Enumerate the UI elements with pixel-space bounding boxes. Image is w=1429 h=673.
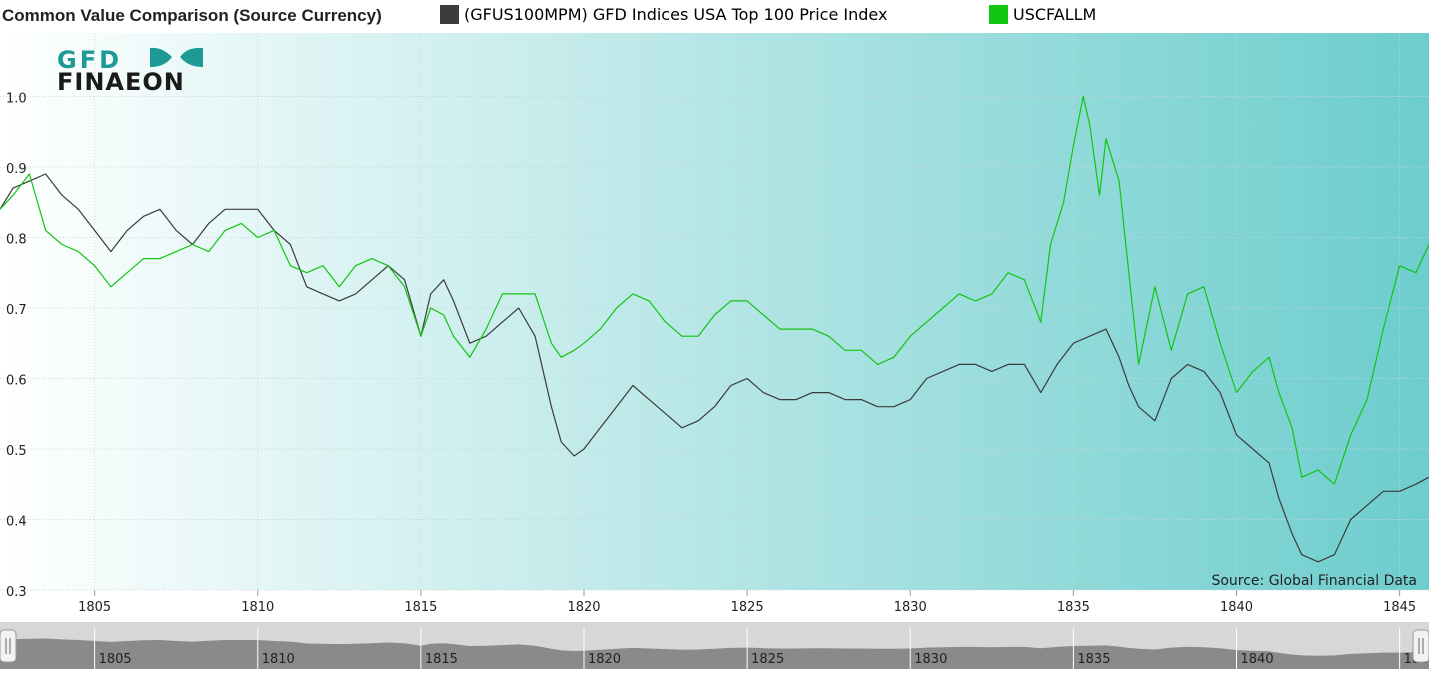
navigator-tick-label: 1805 [99,652,132,667]
legend-label-uscfallm: USCFALLM [1013,5,1097,24]
x-tick-label: 1820 [567,600,600,615]
logo-leaf-icon [150,47,172,67]
y-tick-label: 0.9 [6,162,27,177]
legend-item-gfus100mpm[interactable]: (GFUS100MPM) GFD Indices USA Top 100 Pri… [440,5,887,24]
navigator-tick-label: 1840 [1241,652,1274,667]
legend-item-uscfallm[interactable]: USCFALLM [989,5,1096,24]
x-tick-label: 1815 [404,600,437,615]
x-tick-label: 1810 [241,600,274,615]
navigator-tick-label: 1835 [1077,652,1110,667]
series-line-uscfallm [0,95,1429,485]
y-tick-label: 0.4 [6,514,27,529]
x-tick-label: 1805 [78,600,111,615]
x-tick-label: 1835 [1057,600,1090,615]
navigator-tick-label: 1825 [751,652,784,667]
logo-leaf-icon [180,47,203,67]
legend-swatch-gfus100mpm [440,5,459,24]
navigator-tick-label: 1830 [914,652,947,667]
plot-background [0,33,1429,590]
y-axis-ticks: 0.3 0.4 0.5 0.6 0.7 0.8 0.9 1.0 [6,91,27,600]
y-tick-label: 0.3 [6,585,27,600]
navigator-tick-label: 1820 [588,652,621,667]
x-tick-label: 1840 [1220,600,1253,615]
chart-header: Common Value Comparison (Source Currency… [0,0,1429,32]
navigator-handle-right[interactable] [1412,629,1429,663]
logo-text-finaeon: FINAEON [57,68,185,96]
navigator-handle-left[interactable] [0,629,17,663]
series-lines [0,95,1429,563]
chart-title: Common Value Comparison (Source Currency… [2,6,382,25]
navigator-tick-label: 1815 [425,652,458,667]
legend-label-gfus100mpm: (GFUS100MPM) GFD Indices USA Top 100 Pri… [464,5,888,24]
x-tick-label: 1830 [894,600,927,615]
legend-swatch-uscfallm [989,5,1008,24]
navigator-area [0,638,1429,669]
y-tick-label: 0.6 [6,373,27,388]
series-line-gfus100mpm [0,173,1429,563]
y-tick-label: 1.0 [6,91,27,106]
x-tick-label: 1845 [1383,600,1416,615]
logo-text-gfd: GFD [57,46,122,74]
source-note: Source: Global Financial Data [1211,573,1417,589]
navigator-tick-label: 1810 [262,652,295,667]
x-axis-ticks: 1805 1810 1815 1820 1825 1830 1835 1840 1845 [78,590,1416,615]
x-tick-label: 1825 [731,600,764,615]
y-tick-label: 0.7 [6,303,27,318]
grid [0,33,1429,591]
y-tick-label: 0.5 [6,444,27,459]
y-tick-label: 0.8 [6,232,27,247]
gfd-finaeon-logo: GFD FINAEON [57,46,203,96]
